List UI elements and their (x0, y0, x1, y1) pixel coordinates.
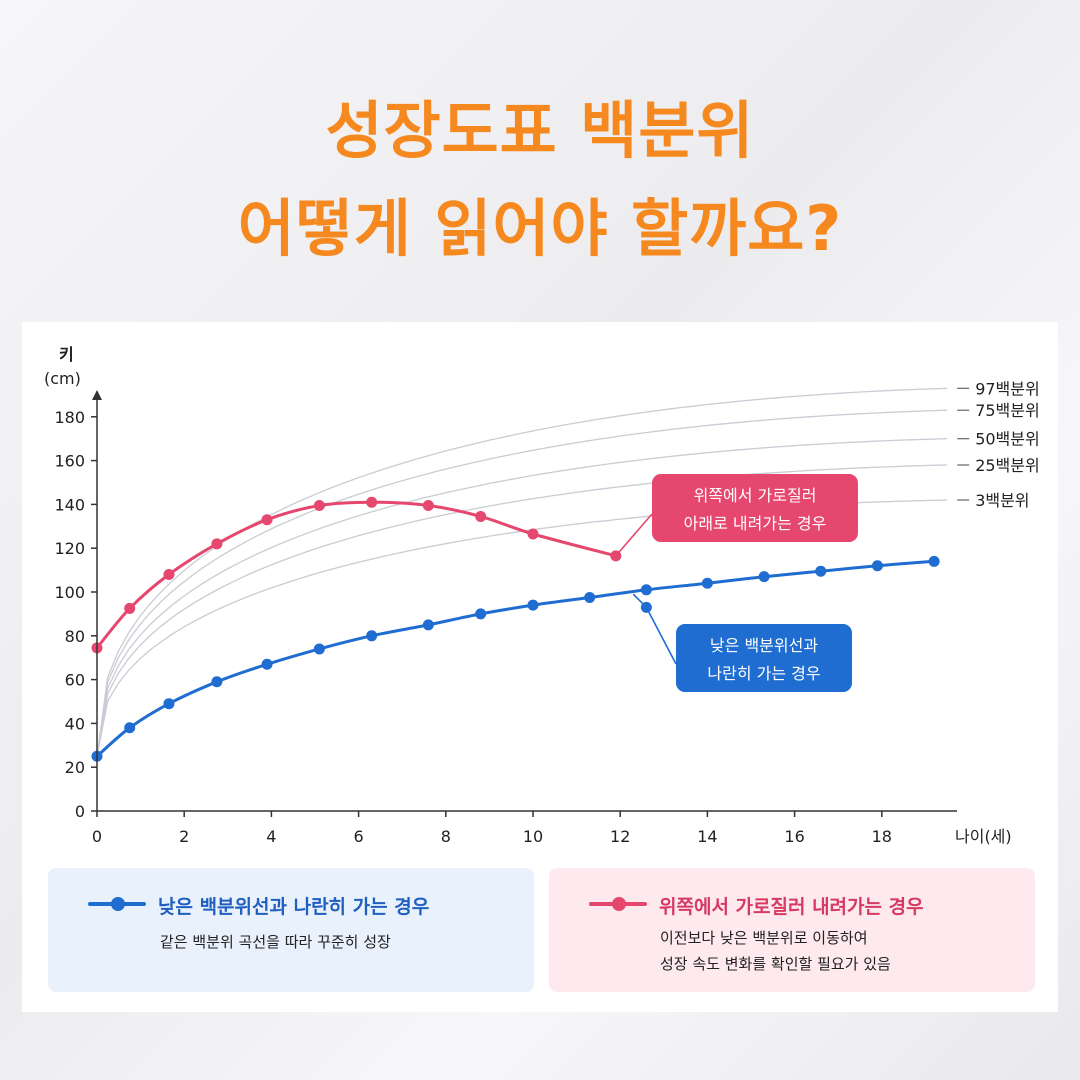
y-axis-label-1: 키 (59, 345, 74, 364)
percentile-curve (96, 464, 948, 757)
y-tick-label: 140 (54, 495, 85, 514)
legend-pink-marker (589, 897, 647, 911)
page-title: 성장도표 백분위 어떻게 읽어야 할까요? (0, 82, 1080, 278)
percentile-curve (96, 438, 948, 757)
blue-series-point (261, 658, 273, 670)
x-tick-label: 18 (872, 827, 892, 846)
blue-series-point (124, 722, 136, 734)
legend-blue: 낮은 백분위선과 나란히 가는 경우 같은 백분위 곡선을 따라 꾸준히 성장 (48, 868, 534, 992)
pink-callout-box (652, 474, 858, 542)
y-axis-arrow (92, 390, 102, 400)
x-tick-label: 0 (92, 827, 102, 846)
blue-series-point (871, 560, 883, 572)
blue-series-point (527, 599, 539, 611)
pink-series-line (95, 500, 617, 649)
x-tick-label: 12 (610, 827, 630, 846)
y-tick-label: 160 (54, 452, 85, 471)
blue-series-point (366, 630, 378, 642)
x-tick-label: 14 (697, 827, 717, 846)
pink-series-point (527, 528, 539, 540)
pink-series-point (366, 496, 378, 508)
blue-series-point (701, 577, 713, 589)
pink-series-point (124, 602, 136, 614)
blue-series-point (758, 571, 770, 583)
blue-series-point (928, 555, 940, 567)
blue-series-point (211, 676, 223, 688)
percentile-curve (96, 409, 948, 757)
blue-callout-connector (645, 606, 677, 665)
legend-pink-desc-1: 이전보다 낮은 백분위로 이동하여 (660, 929, 868, 947)
blue-series-point (815, 565, 827, 577)
y-tick-label: 0 (75, 802, 85, 821)
y-tick-label: 60 (65, 671, 85, 690)
title-line-2: 어떻게 읽어야 할까요? (237, 192, 843, 265)
legend-pink-label: 위쪽에서 가로질러 내려가는 경우 (659, 896, 924, 918)
legend-blue-marker (88, 897, 146, 911)
percentile-label: 25백분위 (975, 456, 1040, 475)
legend-blue-label: 낮은 백분위선과 나란히 가는 경우 (158, 896, 430, 918)
x-tick-label: 16 (784, 827, 804, 846)
legend-blue-desc: 같은 백분위 곡선을 따라 꾸준히 성장 (160, 933, 391, 951)
pink-callout-text: 위쪽에서 가로질러 (694, 486, 817, 505)
legend-pink-desc-2: 성장 속도 변화를 확인할 필요가 있음 (660, 955, 891, 973)
blue-series-point (475, 608, 487, 620)
x-tick-label: 10 (523, 827, 543, 846)
y-tick-label: 80 (65, 627, 85, 646)
y-tick-label: 40 (65, 714, 85, 733)
pink-series-point (475, 510, 487, 522)
pink-callout-text: 아래로 내려가는 경우 (684, 514, 827, 533)
x-tick-label: 8 (441, 827, 451, 846)
pink-series-point (422, 499, 434, 511)
y-axis-label-2: (cm) (44, 369, 81, 388)
pink-series-point (211, 538, 223, 550)
pink-callout-connector (615, 513, 653, 557)
pink-series-point (261, 514, 273, 526)
blue-series-point (422, 619, 434, 631)
blue-series-point (640, 584, 652, 596)
blue-callout-connector (632, 593, 647, 608)
y-tick-label: 20 (65, 758, 85, 777)
y-tick-label: 180 (54, 408, 85, 427)
blue-callout-text: 낮은 백분위선과 (710, 636, 818, 655)
x-axis-label: 나이(세) (955, 827, 1012, 846)
x-tick-label: 2 (179, 827, 189, 846)
x-tick-label: 4 (266, 827, 276, 846)
pink-series-point (313, 499, 325, 511)
title-line-1: 성장도표 백분위 (325, 94, 755, 167)
y-tick-label: 100 (54, 583, 85, 602)
percentile-label: 75백분위 (975, 401, 1040, 420)
y-tick-label: 120 (54, 539, 85, 558)
blue-series-point (163, 698, 175, 710)
percentile-label: 3백분위 (975, 491, 1029, 510)
percentile-label: 97백분위 (975, 379, 1040, 398)
x-tick-label: 6 (354, 827, 364, 846)
pink-series-point (163, 568, 175, 580)
blue-callout-box (676, 624, 852, 692)
percentile-label: 50백분위 (975, 430, 1040, 449)
legend-pink: 위쪽에서 가로질러 내려가는 경우 이전보다 낮은 백분위로 이동하여 성장 속… (549, 868, 1035, 992)
blue-series-point (584, 591, 596, 603)
blue-callout-text: 나란히 가는 경우 (707, 664, 820, 683)
blue-series-point (313, 643, 325, 655)
